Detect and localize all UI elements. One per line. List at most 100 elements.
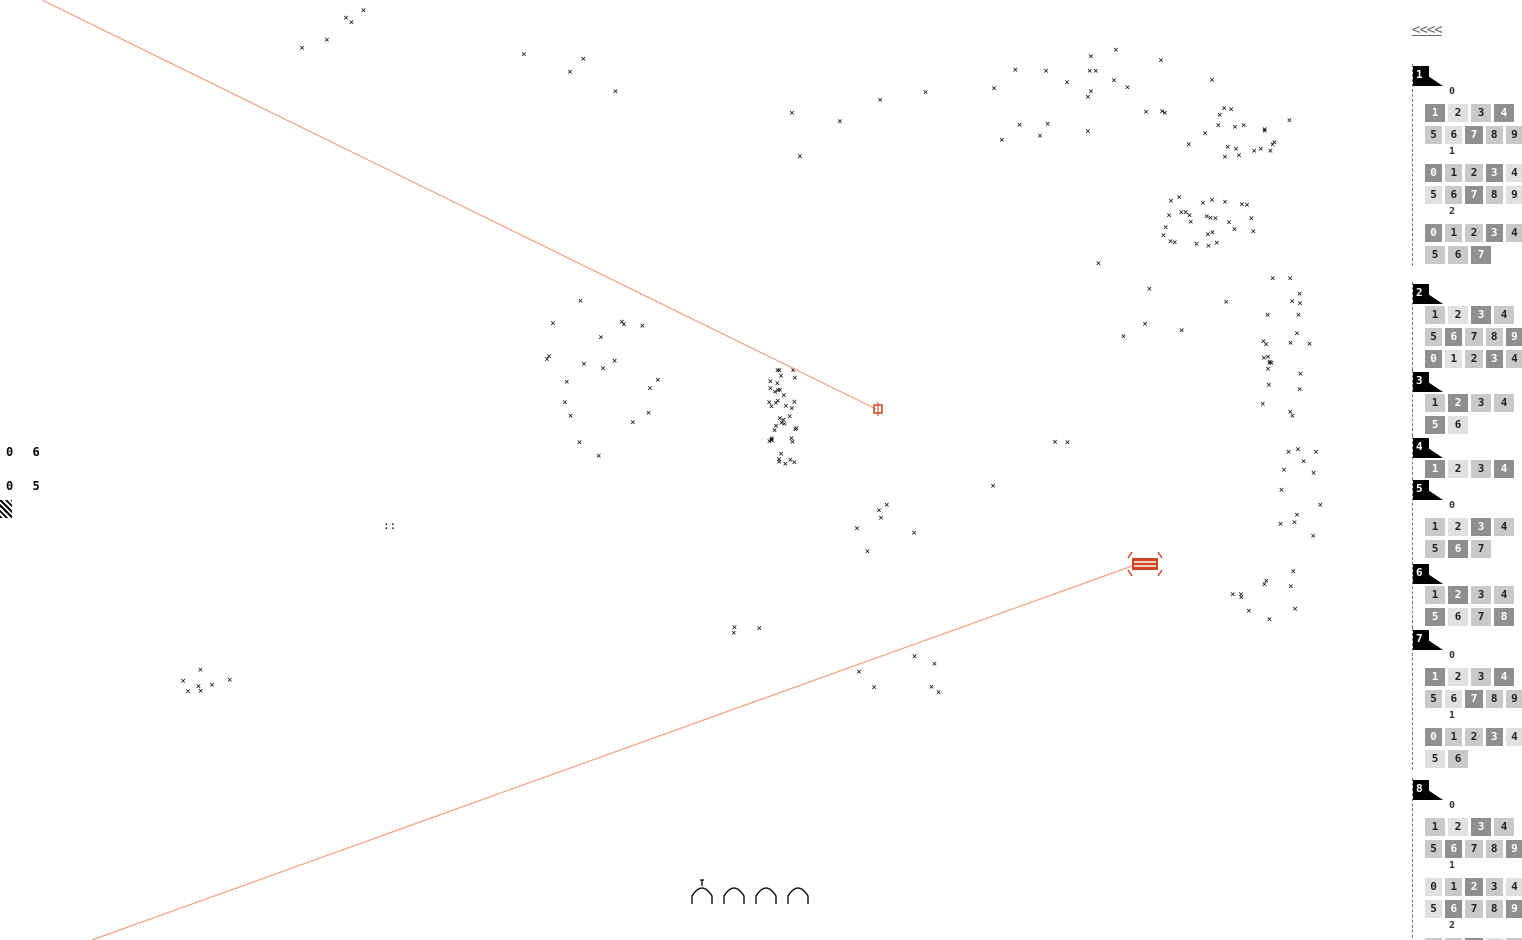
unit-slot[interactable]: 6 <box>1445 690 1463 708</box>
unit-slot[interactable]: 4 <box>1505 164 1522 182</box>
unit-slot[interactable]: 9 <box>1505 126 1522 144</box>
unit-slot[interactable]: 8 <box>1485 690 1503 708</box>
unit-slot[interactable]: 6 <box>1445 126 1463 144</box>
unit-slot[interactable]: 4 <box>1494 104 1514 122</box>
unit-slot[interactable]: 1 <box>1425 818 1445 836</box>
unit-slot[interactable]: 1 <box>1425 394 1445 412</box>
group-number-badge[interactable]: 5 <box>1413 480 1443 500</box>
unit-slot[interactable]: 0 <box>1425 224 1443 242</box>
unit-slot[interactable]: 0 <box>1425 350 1443 368</box>
unit-slot[interactable]: 2 <box>1465 224 1483 242</box>
unit-slot[interactable]: 3 <box>1471 394 1491 412</box>
unit-slot[interactable]: 2 <box>1448 668 1468 686</box>
unit-slot[interactable]: 4 <box>1494 394 1514 412</box>
unit-slot[interactable]: 4 <box>1505 224 1522 242</box>
unit-slot[interactable]: 4 <box>1505 728 1522 746</box>
unit-slot[interactable]: 3 <box>1485 350 1503 368</box>
unit-slot[interactable]: 7 <box>1465 840 1483 858</box>
unit-slot[interactable]: 6 <box>1445 840 1463 858</box>
unit-slot[interactable]: 1 <box>1445 878 1463 896</box>
unit-slot[interactable]: 9 <box>1505 328 1522 346</box>
unit-slot[interactable]: 6 <box>1448 246 1468 264</box>
unit-slot[interactable]: 8 <box>1485 328 1503 346</box>
small-ship-icon[interactable] <box>873 402 883 416</box>
unit-slot[interactable]: 6 <box>1445 186 1463 204</box>
unit-slot[interactable]: 1 <box>1445 350 1463 368</box>
unit-slot[interactable]: 5 <box>1425 840 1443 858</box>
collapse-sidebar-button[interactable]: <<<< <box>1412 22 1443 38</box>
unit-slot[interactable]: 4 <box>1494 668 1514 686</box>
control-group-8[interactable]: 8012345678910123456789201234 <box>1412 778 1522 940</box>
unit-slot[interactable]: 3 <box>1485 224 1503 242</box>
group-number-badge[interactable]: 8 <box>1413 780 1443 800</box>
battlefield[interactable]: × × × × × × × × × × × × × × × × × × × × × × × × × × × × × × × × × × × × × × × ×… <box>0 0 1410 940</box>
unit-slot[interactable]: 3 <box>1471 668 1491 686</box>
unit-slot[interactable]: 1 <box>1445 224 1463 242</box>
group-number-badge[interactable]: 2 <box>1413 284 1443 304</box>
unit-slot[interactable]: 2 <box>1465 878 1483 896</box>
unit-slot[interactable]: 7 <box>1465 328 1483 346</box>
unit-slot[interactable]: 9 <box>1505 186 1522 204</box>
unit-slot[interactable]: 8 <box>1485 900 1503 918</box>
unit-slot[interactable]: 5 <box>1425 246 1445 264</box>
unit-slot[interactable]: 5 <box>1425 540 1445 558</box>
unit-slot[interactable]: 3 <box>1471 518 1491 536</box>
unit-slot[interactable]: 3 <box>1471 586 1491 604</box>
unit-slot[interactable]: 3 <box>1471 460 1491 478</box>
unit-slot[interactable]: 3 <box>1471 818 1491 836</box>
unit-slot[interactable]: 5 <box>1425 328 1443 346</box>
unit-slot[interactable]: 3 <box>1485 164 1503 182</box>
unit-slot[interactable]: 3 <box>1471 104 1491 122</box>
unit-slot[interactable]: 3 <box>1485 938 1503 940</box>
unit-slot[interactable]: 6 <box>1445 328 1463 346</box>
unit-slot[interactable]: 3 <box>1485 878 1503 896</box>
unit-slot[interactable]: 2 <box>1465 164 1483 182</box>
unit-slot[interactable]: 9 <box>1505 690 1522 708</box>
unit-slot[interactable]: 2 <box>1448 818 1468 836</box>
unit-slot[interactable]: 7 <box>1471 246 1491 264</box>
unit-slot[interactable]: 5 <box>1425 750 1445 768</box>
unit-slot[interactable]: 4 <box>1505 938 1522 940</box>
unit-slot[interactable]: 5 <box>1425 608 1445 626</box>
unit-slot[interactable]: 6 <box>1448 416 1468 434</box>
unit-slot[interactable]: 4 <box>1505 878 1522 896</box>
unit-slot[interactable]: 8 <box>1485 186 1503 204</box>
unit-slot[interactable]: 7 <box>1465 186 1483 204</box>
unit-slot[interactable]: 4 <box>1494 818 1514 836</box>
space-map[interactable]: × × × × × × × × × × × × × × × × × × × × × × × × × × × × × × × × × × × × × × × ×… <box>0 0 1410 940</box>
unit-slot[interactable]: 1 <box>1425 306 1445 324</box>
unit-slot[interactable]: 7 <box>1471 540 1491 558</box>
unit-slot[interactable]: 5 <box>1425 900 1443 918</box>
unit-slot[interactable]: 1 <box>1425 518 1445 536</box>
unit-slot[interactable]: 3 <box>1471 306 1491 324</box>
unit-slot[interactable]: 1 <box>1445 938 1463 940</box>
unit-slot[interactable]: 6 <box>1445 900 1463 918</box>
unit-slot[interactable]: 8 <box>1494 608 1514 626</box>
unit-slot[interactable]: 9 <box>1505 900 1522 918</box>
unit-slot[interactable]: 2 <box>1448 306 1468 324</box>
unit-slot[interactable]: 2 <box>1465 728 1483 746</box>
unit-slot[interactable]: 4 <box>1494 586 1514 604</box>
unit-slot[interactable]: 2 <box>1448 518 1468 536</box>
unit-slot[interactable]: 1 <box>1445 728 1463 746</box>
group-number-badge[interactable]: 1 <box>1413 66 1443 86</box>
unit-slot[interactable]: 9 <box>1505 840 1522 858</box>
unit-slot[interactable]: 3 <box>1485 728 1503 746</box>
unit-slot[interactable]: 2 <box>1448 460 1468 478</box>
unit-slot[interactable]: 0 <box>1425 878 1443 896</box>
group-number-badge[interactable]: 3 <box>1413 372 1443 392</box>
unit-slot[interactable]: 6 <box>1448 750 1468 768</box>
unit-slot[interactable]: 6 <box>1448 540 1468 558</box>
unit-slot[interactable]: 5 <box>1425 126 1443 144</box>
unit-slot[interactable]: 7 <box>1465 900 1483 918</box>
unit-slot[interactable]: 0 <box>1425 728 1443 746</box>
unit-slot[interactable]: 2 <box>1465 350 1483 368</box>
flagship-icon[interactable] <box>1127 551 1163 577</box>
